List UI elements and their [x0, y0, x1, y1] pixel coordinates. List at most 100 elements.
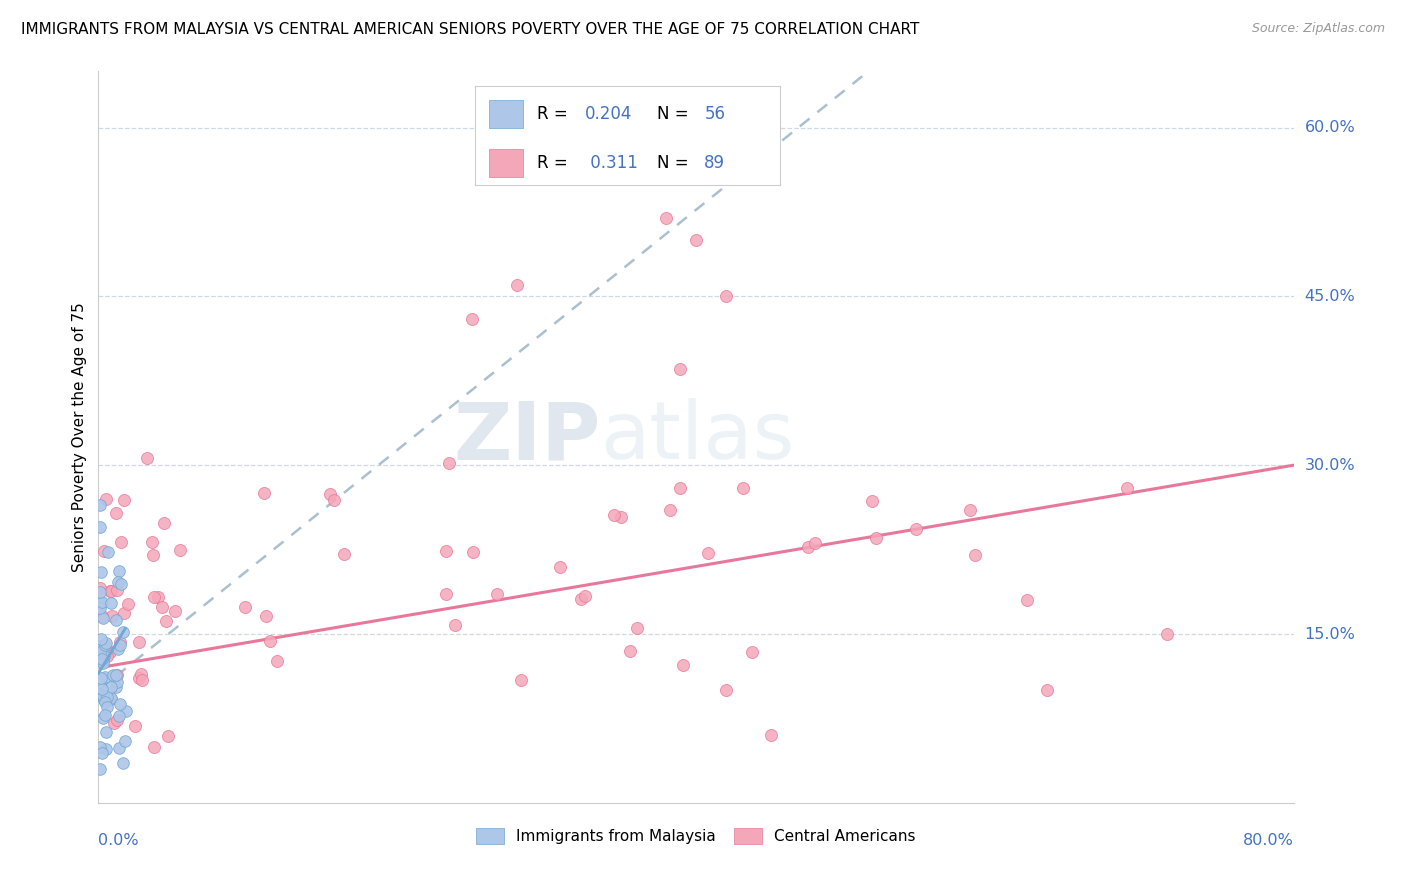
Point — [96, 699, 118, 714]
Point — [108, 635, 131, 649]
Point — [100, 609, 122, 624]
Point — [89, 498, 111, 512]
Point — [143, 739, 166, 754]
Point — [434, 587, 457, 601]
Text: N =: N = — [657, 104, 693, 122]
Point — [97, 545, 120, 559]
Point — [90, 671, 112, 685]
Point — [89, 687, 111, 701]
Text: N =: N = — [657, 154, 693, 172]
Point — [332, 547, 354, 561]
Point — [759, 728, 782, 742]
Point — [93, 708, 115, 723]
Point — [904, 522, 927, 536]
Point — [108, 564, 131, 578]
Point — [100, 584, 122, 599]
Point — [89, 762, 111, 776]
Point — [90, 565, 112, 579]
Point — [93, 648, 115, 663]
Y-axis label: Seniors Poverty Over the Age of 75: Seniors Poverty Over the Age of 75 — [72, 302, 87, 572]
Point — [110, 577, 132, 591]
Point — [865, 531, 887, 545]
Point — [108, 698, 131, 712]
Point — [111, 756, 134, 770]
Point — [142, 548, 165, 562]
Point — [105, 668, 128, 682]
Point — [90, 652, 112, 666]
Point — [100, 680, 122, 694]
Point — [117, 597, 139, 611]
Point — [94, 695, 117, 709]
Point — [91, 652, 114, 666]
Point — [659, 503, 682, 517]
Point — [91, 689, 114, 703]
Point — [89, 600, 111, 615]
Point — [89, 640, 111, 654]
Point — [797, 540, 820, 554]
Point — [486, 587, 509, 601]
Point — [114, 734, 136, 748]
Point — [163, 604, 186, 618]
Point — [150, 599, 173, 614]
Point — [143, 591, 166, 605]
Point — [93, 711, 115, 725]
Point — [626, 621, 648, 635]
Point — [100, 691, 122, 706]
Point — [548, 560, 571, 574]
Point — [98, 645, 121, 659]
Text: atlas: atlas — [600, 398, 794, 476]
Point — [439, 456, 461, 470]
Point — [94, 725, 117, 739]
Text: R =: R = — [537, 104, 574, 122]
Point — [91, 655, 114, 669]
FancyBboxPatch shape — [475, 86, 780, 185]
Point — [131, 673, 153, 687]
Text: 56: 56 — [704, 104, 725, 122]
Text: 60.0%: 60.0% — [1305, 120, 1355, 135]
Point — [89, 581, 111, 595]
Text: 0.0%: 0.0% — [98, 833, 139, 848]
Point — [434, 544, 457, 558]
Point — [90, 596, 112, 610]
Point — [105, 506, 128, 520]
Point — [153, 516, 176, 531]
Point — [104, 667, 127, 681]
Point — [100, 596, 122, 610]
Point — [107, 741, 129, 756]
Point — [110, 535, 132, 549]
Point — [731, 481, 754, 495]
Point — [510, 673, 533, 687]
Point — [254, 609, 277, 624]
Point — [655, 211, 678, 225]
Point — [89, 640, 111, 654]
Point — [574, 590, 596, 604]
Point — [129, 667, 152, 681]
Point — [603, 508, 626, 523]
Point — [461, 312, 484, 326]
Point — [128, 634, 150, 648]
Point — [141, 535, 163, 549]
Point — [93, 543, 115, 558]
Point — [101, 667, 124, 681]
Point — [672, 657, 695, 672]
Point — [963, 548, 986, 562]
Text: ZIP: ZIP — [453, 398, 600, 476]
Point — [669, 362, 692, 376]
Point — [100, 691, 122, 706]
Point — [114, 704, 136, 718]
Point — [266, 654, 288, 668]
Point — [124, 719, 146, 733]
Text: Source: ZipAtlas.com: Source: ZipAtlas.com — [1251, 22, 1385, 36]
Point — [569, 591, 592, 606]
Point — [609, 509, 631, 524]
Point — [89, 520, 111, 534]
Point — [94, 670, 117, 684]
Point — [93, 642, 115, 657]
Point — [89, 739, 111, 754]
Bar — [489, 100, 523, 128]
Point — [90, 595, 112, 609]
Text: 89: 89 — [704, 154, 725, 172]
Point — [105, 714, 128, 728]
Point — [108, 638, 131, 652]
Point — [1116, 481, 1139, 495]
